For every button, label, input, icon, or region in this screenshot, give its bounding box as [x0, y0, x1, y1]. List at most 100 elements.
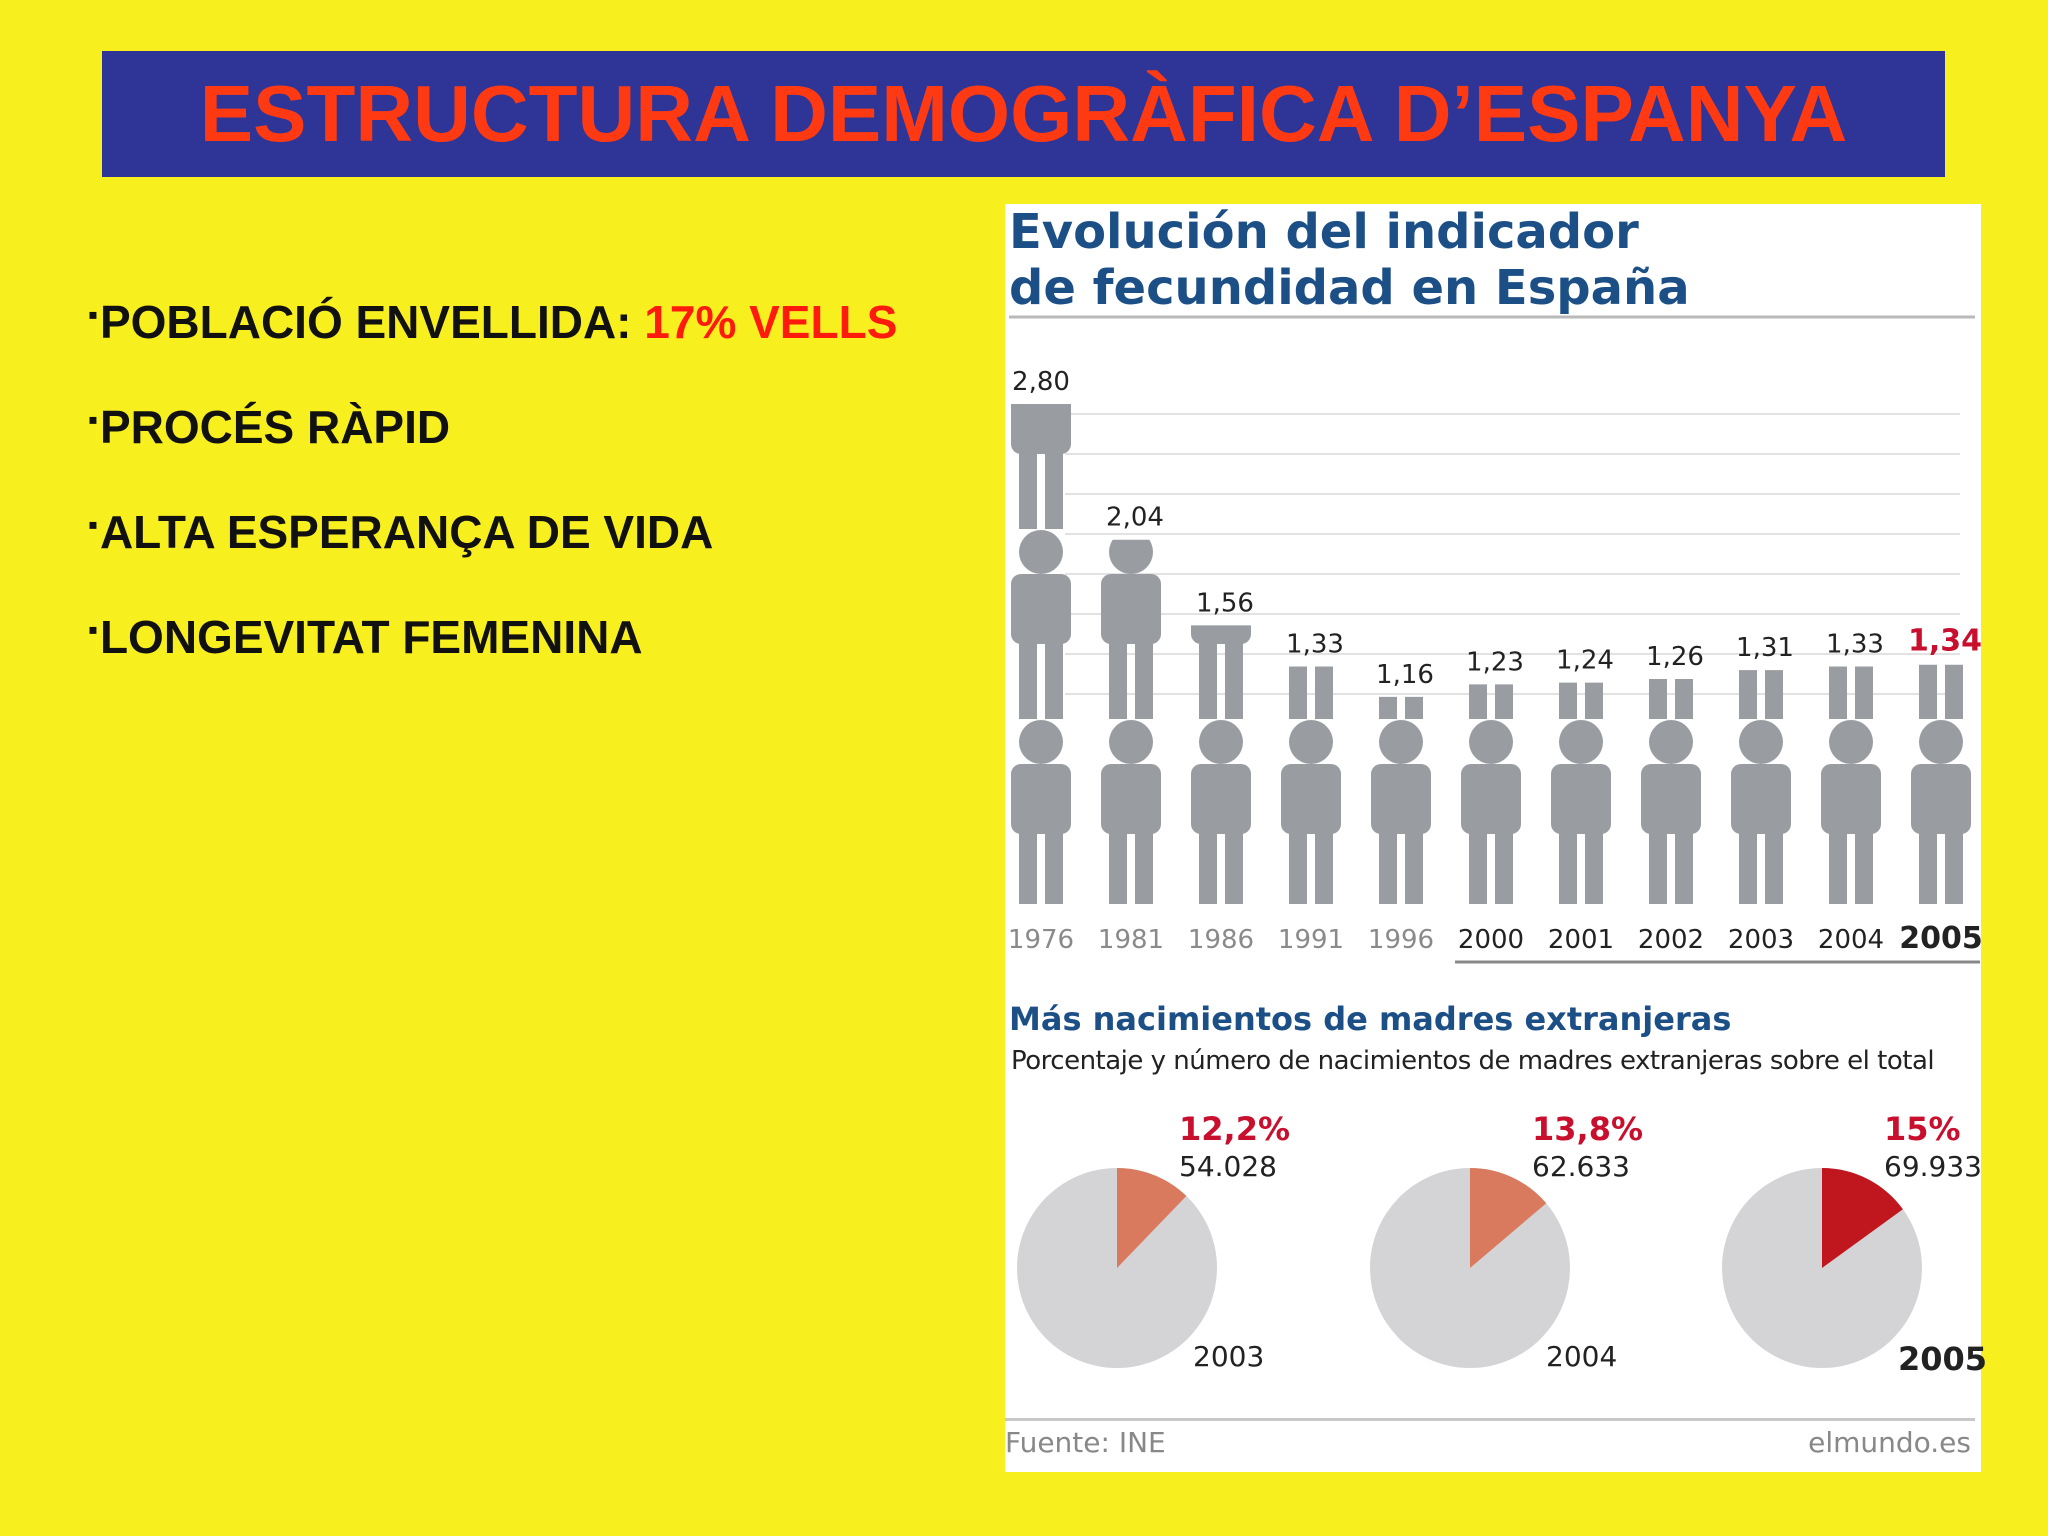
person-shape [1199, 720, 1243, 764]
person-shape [1109, 639, 1127, 719]
fertility-infographic: Evolución del indicador de fecundidad en… [1005, 204, 1987, 1472]
value-label: 2,80 [1012, 367, 1070, 397]
person-shape [1731, 764, 1791, 834]
bar-figure-2005 [1911, 664, 1971, 905]
person-shape [1101, 764, 1161, 834]
person-shape [1379, 720, 1423, 764]
pie-percent-label: 15% [1884, 1110, 1961, 1148]
value-label: 1,33 [1286, 630, 1344, 660]
person-shape [1649, 829, 1667, 904]
source-note: Fuente: INE [1005, 1426, 1166, 1459]
person-shape [1821, 764, 1881, 834]
person-shape [1919, 720, 1963, 764]
pie-slice-2005 [1822, 1168, 1903, 1268]
person-shape [1109, 720, 1153, 764]
pie-section-subtitle: Porcentaje y número de nacimientos de ma… [1011, 1046, 1935, 1076]
person-shape [1739, 829, 1757, 905]
bar-figure-2003 [1731, 670, 1791, 905]
person-shape [1585, 682, 1603, 719]
x-tick-label: 2003 [1728, 925, 1794, 955]
person-shape [1765, 829, 1783, 905]
person-shape [1911, 764, 1971, 834]
bullet-text: POBLACIÓ ENVELLIDA: [99, 296, 645, 348]
person-shape [1289, 829, 1307, 904]
person-shape [1739, 720, 1783, 764]
person-shape [1379, 696, 1397, 719]
person-shape [1495, 684, 1513, 719]
pie-year-label: 2005 [1898, 1340, 1988, 1378]
pie-section-title: Más nacimientos de madres extranjeras [1009, 1000, 1732, 1038]
person-shape [1649, 720, 1693, 764]
x-tick-label: 2000 [1458, 925, 1524, 955]
person-shape [1945, 664, 1963, 719]
person-shape [1919, 829, 1937, 905]
person-shape [1551, 764, 1611, 834]
person-shape [1101, 574, 1161, 644]
bar-figure-2002 [1641, 679, 1701, 904]
bar-figure-2000 [1461, 684, 1521, 904]
bullet-marker: ▪ [88, 509, 98, 540]
person-shape [1109, 539, 1153, 574]
person-shape [1675, 829, 1693, 904]
person-shape [1559, 829, 1577, 905]
person-shape [1469, 720, 1513, 764]
pie-year-label: 2003 [1193, 1340, 1265, 1373]
pie-slice-2003 [1117, 1168, 1187, 1268]
bullet-list: ▪POBLACIÓ ENVELLIDA: 17% VELLS ▪PROCÉS R… [88, 285, 908, 705]
person-shape [1019, 639, 1037, 719]
bar-figure-2004 [1821, 666, 1881, 904]
person-shape [1469, 684, 1487, 719]
slide-title-bar: ESTRUCTURA DEMOGRÀFICA D’ESPANYA [102, 51, 1945, 177]
person-shape [1919, 664, 1937, 719]
person-shape [1109, 829, 1127, 904]
person-shape [1829, 666, 1847, 719]
person-shape [1675, 679, 1693, 719]
pie-count-label: 69.933 [1884, 1150, 1982, 1183]
footer-divider [1005, 1418, 1975, 1421]
person-shape [1135, 829, 1153, 904]
foreign-births-pie-charts [1017, 1168, 1922, 1368]
person-shape [1371, 764, 1431, 834]
person-shape [1469, 829, 1487, 904]
slide-title: ESTRUCTURA DEMOGRÀFICA D’ESPANYA [199, 69, 1848, 158]
x-tick-label: 1976 [1008, 925, 1074, 955]
bullet-marker: ▪ [88, 614, 98, 645]
bullet-text: LONGEVITAT FEMENINA [99, 611, 643, 663]
bullet-item-rapid: ▪PROCÉS RÀPID [88, 390, 908, 457]
person-shape [1649, 679, 1667, 719]
bar-figure-1991 [1281, 666, 1341, 904]
value-label: 1,33 [1826, 630, 1884, 660]
value-label: 2,04 [1106, 503, 1164, 533]
person-shape [1585, 829, 1603, 905]
x-tick-label: 1991 [1278, 925, 1344, 955]
x-tick-label: 2005 [1899, 921, 1981, 956]
x-tick-label: 1996 [1368, 925, 1434, 955]
person-shape [1559, 720, 1603, 764]
person-shape [1135, 639, 1153, 719]
person-shape [1405, 696, 1423, 719]
bar-figure-1981 [1101, 539, 1161, 904]
pie-count-label: 54.028 [1179, 1150, 1277, 1183]
infographic-title-line2: de fecundidad en España [1009, 260, 1690, 316]
bullet-marker: ▪ [88, 404, 98, 435]
pie-year-label: 2004 [1546, 1340, 1618, 1373]
pie-count-label: 62.633 [1532, 1150, 1630, 1183]
person-shape [1739, 670, 1757, 719]
person-shape [1225, 829, 1243, 904]
bullet-text: PROCÉS RÀPID [99, 401, 451, 453]
person-shape [1765, 670, 1783, 719]
bar-figure-1996 [1371, 696, 1431, 904]
infographic-title-line1: Evolución del indicador [1009, 204, 1639, 260]
person-shape [1011, 764, 1071, 834]
bullet-marker: ▪ [88, 299, 98, 330]
person-shape [1315, 666, 1333, 719]
person-shape [1281, 764, 1341, 834]
x-tick-label: 2001 [1548, 925, 1614, 955]
value-label: 1,31 [1736, 633, 1794, 663]
bullet-item-aging: ▪POBLACIÓ ENVELLIDA: 17% VELLS [88, 285, 908, 352]
person-shape [1045, 449, 1063, 529]
bar-figure-1986 [1191, 625, 1251, 904]
bar-figure-1976 [1011, 404, 1071, 904]
person-shape [1559, 682, 1577, 719]
source-credit: elmundo.es [1808, 1426, 1971, 1459]
